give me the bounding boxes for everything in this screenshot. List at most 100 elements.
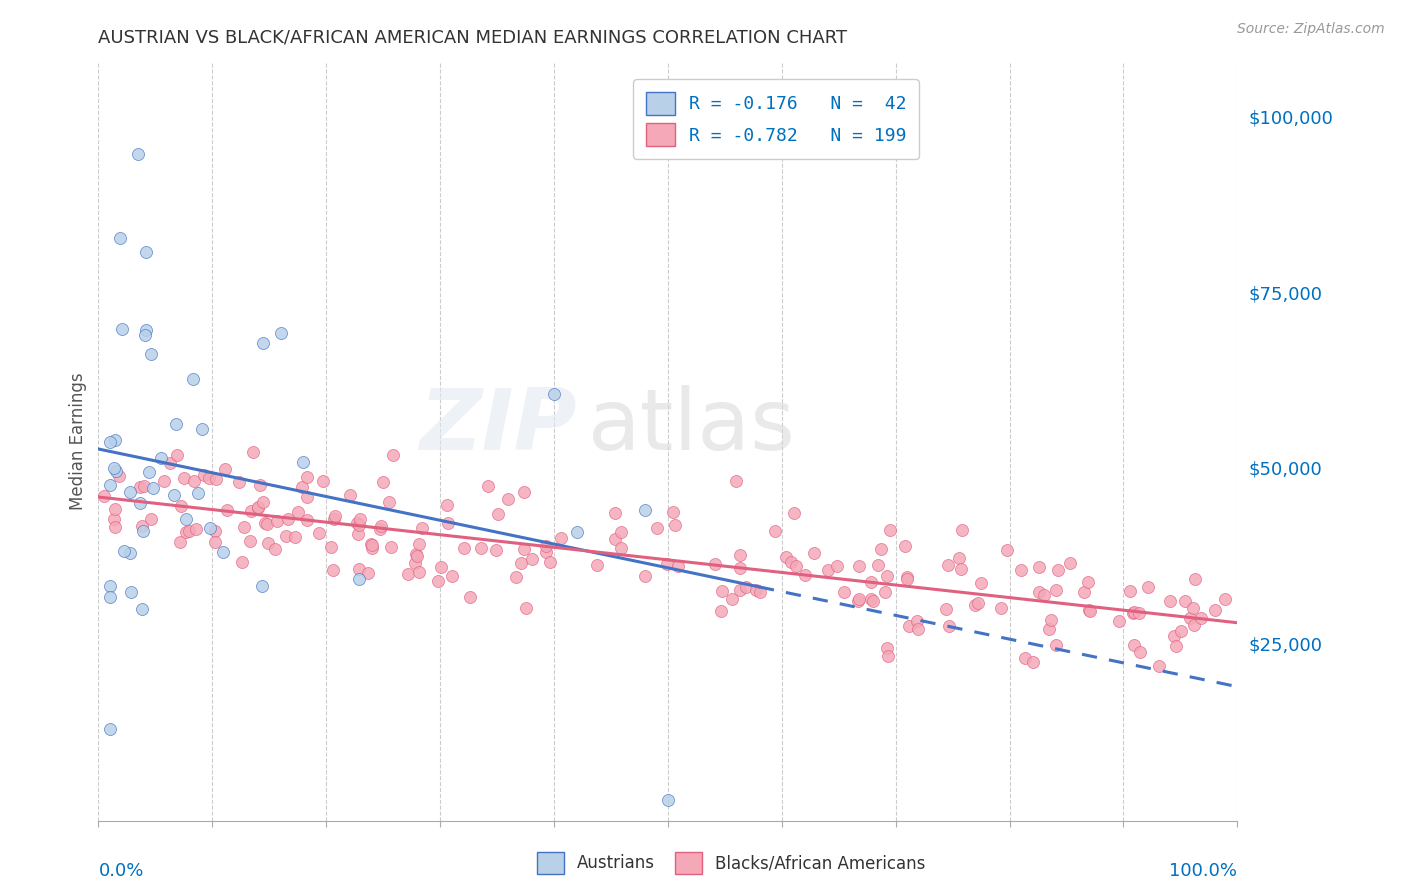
Point	[876, 569, 898, 583]
Point	[803, 546, 825, 560]
Point	[703, 557, 725, 571]
Point	[1181, 601, 1204, 615]
Point	[132, 479, 155, 493]
Point	[1059, 556, 1081, 570]
Point	[108, 231, 131, 245]
Point	[848, 592, 870, 607]
Point	[404, 556, 426, 570]
Point	[214, 462, 236, 476]
Point	[295, 513, 318, 527]
Point	[1122, 606, 1144, 620]
Point	[368, 522, 391, 536]
Point	[876, 640, 898, 655]
Point	[896, 572, 918, 586]
Point	[550, 531, 572, 545]
Point	[169, 534, 191, 549]
Point	[513, 484, 536, 499]
Point	[112, 544, 135, 558]
Point	[408, 537, 430, 551]
Point	[347, 562, 370, 576]
Point	[98, 591, 121, 605]
Point	[252, 495, 274, 509]
Point	[990, 600, 1012, 615]
Point	[1184, 572, 1206, 586]
Point	[356, 566, 378, 580]
Point	[1028, 584, 1050, 599]
Point	[859, 575, 882, 590]
Point	[609, 524, 631, 539]
Point	[166, 448, 188, 462]
Point	[322, 512, 344, 526]
Point	[1166, 639, 1188, 653]
Point	[935, 602, 957, 616]
Point	[204, 534, 226, 549]
Point	[634, 568, 657, 582]
Text: Source: ZipAtlas.com: Source: ZipAtlas.com	[1237, 22, 1385, 37]
Point	[104, 501, 127, 516]
Point	[655, 557, 678, 571]
Point	[349, 517, 371, 532]
Point	[477, 478, 499, 492]
Point	[1159, 594, 1181, 608]
Point	[254, 516, 277, 530]
Point	[378, 495, 401, 509]
Point	[765, 524, 787, 539]
Point	[1045, 639, 1067, 653]
Point	[291, 480, 314, 494]
Point	[181, 371, 204, 385]
Point	[879, 523, 901, 537]
Point	[779, 555, 801, 569]
Point	[1170, 624, 1192, 639]
Point	[515, 601, 537, 615]
Point	[295, 470, 318, 484]
Point	[710, 604, 733, 618]
Point	[111, 322, 134, 336]
Point	[505, 569, 527, 583]
Point	[825, 559, 848, 574]
Point	[346, 516, 368, 530]
Point	[349, 511, 371, 525]
Text: $25,000: $25,000	[1249, 636, 1323, 654]
Point	[228, 475, 250, 489]
Point	[292, 455, 315, 469]
Point	[485, 543, 508, 558]
Legend: Austrians, Blacks/African Americans: Austrians, Blacks/African Americans	[530, 846, 932, 880]
Point	[720, 592, 742, 607]
Text: ZIP: ZIP	[419, 384, 576, 468]
Point	[1010, 563, 1032, 577]
Point	[1022, 655, 1045, 669]
Text: AUSTRIAN VS BLACK/AFRICAN AMERICAN MEDIAN EARNINGS CORRELATION CHART: AUSTRIAN VS BLACK/AFRICAN AMERICAN MEDIA…	[98, 29, 848, 47]
Point	[893, 539, 915, 553]
Point	[1122, 606, 1144, 620]
Point	[150, 450, 173, 465]
Point	[1038, 622, 1060, 636]
Point	[1129, 645, 1152, 659]
Point	[256, 516, 278, 531]
Point	[1119, 583, 1142, 598]
Point	[93, 489, 115, 503]
Point	[131, 601, 153, 615]
Point	[846, 594, 869, 608]
Point	[859, 592, 882, 607]
Point	[131, 518, 153, 533]
Point	[411, 521, 433, 535]
Point	[103, 461, 125, 475]
Point	[783, 506, 806, 520]
Point	[565, 525, 588, 540]
Point	[488, 507, 510, 521]
Point	[173, 470, 195, 484]
Point	[128, 496, 150, 510]
Point	[406, 549, 429, 563]
Point	[948, 551, 970, 566]
Point	[429, 560, 451, 574]
Point	[231, 555, 253, 569]
Point	[866, 558, 889, 572]
Point	[141, 512, 163, 526]
Point	[970, 576, 993, 591]
Point	[724, 474, 747, 488]
Point	[1039, 613, 1062, 627]
Point	[605, 532, 627, 546]
Point	[898, 619, 921, 633]
Point	[120, 585, 142, 599]
Point	[405, 547, 427, 561]
